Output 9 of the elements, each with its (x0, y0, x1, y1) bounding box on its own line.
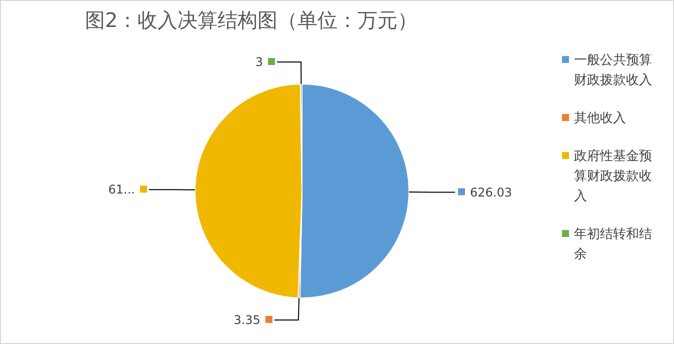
chart-title: 图2：收入决算结构图（单位：万元） (85, 8, 418, 32)
data-label: 61... (108, 182, 136, 197)
data-label: 626.03 (470, 185, 512, 200)
legend-label: 政府性基金预算财政拨款收入 (574, 148, 652, 204)
legend-label: 一般公共预算财政拨款收入 (574, 53, 652, 88)
data-label: 3.35 (234, 312, 260, 327)
data-label: 3 (255, 55, 264, 70)
legend-label: 年初结转和结余 (574, 227, 652, 262)
legend-label: 其他收入 (574, 111, 626, 126)
